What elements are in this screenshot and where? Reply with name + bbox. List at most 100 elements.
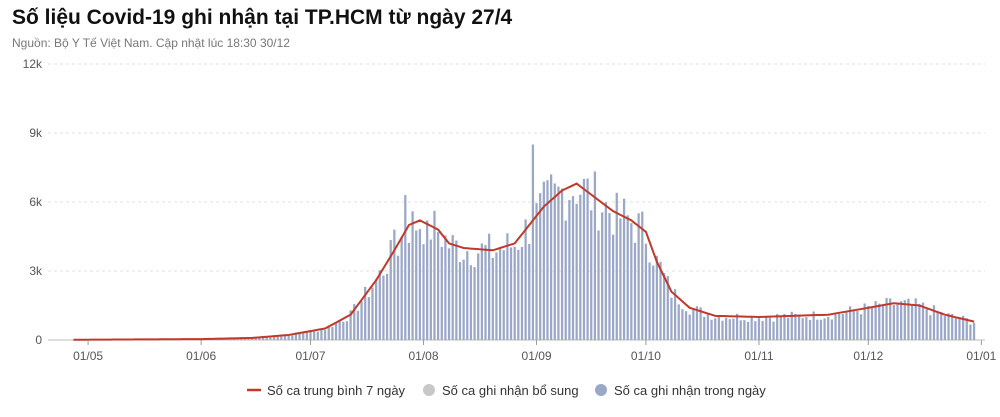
x-tick-label: 01/01 xyxy=(966,349,996,363)
daily-case-bar xyxy=(517,249,520,340)
daily-case-bar xyxy=(265,336,268,340)
x-tick-label: 01/07 xyxy=(295,349,325,363)
legend-label: Số ca trung bình 7 ngày xyxy=(267,383,406,398)
daily-case-bar xyxy=(790,311,793,340)
daily-case-bar xyxy=(673,289,677,340)
daily-case-bar xyxy=(776,314,779,340)
daily-case-bar xyxy=(699,307,702,340)
daily-case-bar xyxy=(921,302,925,340)
daily-case-bar xyxy=(845,311,848,340)
daily-case-bar xyxy=(484,245,487,340)
daily-case-bar xyxy=(582,178,586,340)
daily-case-bar xyxy=(783,313,786,340)
average-line-path xyxy=(73,182,975,341)
daily-case-bar xyxy=(415,230,418,340)
daily-case-bar xyxy=(823,318,826,340)
daily-case-bar xyxy=(863,303,866,340)
daily-case-bar xyxy=(488,233,491,340)
daily-case-bar xyxy=(601,212,604,340)
daily-case-bar xyxy=(338,320,341,340)
daily-case-bar xyxy=(881,306,885,340)
daily-case-bar xyxy=(688,314,691,340)
daily-case-bar xyxy=(929,315,932,340)
y-tick-label: 12k xyxy=(23,57,43,71)
legend: Số ca trung bình 7 ngày Số ca ghi nhận bổ… xyxy=(247,383,766,398)
daily-case-bar xyxy=(251,337,254,340)
daily-case-bar xyxy=(663,273,666,340)
daily-case-bar xyxy=(659,261,662,340)
x-tick-label: 01/05 xyxy=(73,349,103,363)
legend-dot-swatch xyxy=(595,384,607,396)
daily-case-bar xyxy=(728,319,731,340)
daily-case-bar xyxy=(619,218,622,340)
daily-case-bar xyxy=(754,321,757,340)
daily-case-bar xyxy=(579,194,582,340)
daily-case-bar xyxy=(367,297,370,340)
daily-case-bar xyxy=(878,303,881,340)
daily-case-bar xyxy=(812,311,815,340)
daily-case-bar xyxy=(535,203,538,340)
x-tick-label: 01/09 xyxy=(522,349,552,363)
daily-case-bar xyxy=(407,242,411,340)
daily-case-bar xyxy=(655,255,658,340)
daily-case-bar xyxy=(761,320,764,340)
daily-case-bar xyxy=(276,336,279,340)
daily-case-bar xyxy=(553,183,556,340)
daily-case-bar xyxy=(641,211,644,340)
daily-case-bar xyxy=(900,301,903,340)
daily-case-bar xyxy=(542,181,545,340)
daily-case-bar xyxy=(721,320,724,340)
daily-case-bar xyxy=(907,298,910,340)
daily-case-bar xyxy=(422,244,425,340)
daily-case-bar xyxy=(469,265,473,340)
daily-case-bar xyxy=(743,320,746,340)
daily-case-bar xyxy=(404,195,407,340)
daily-case-bar xyxy=(604,202,607,340)
daily-case-bar xyxy=(294,332,298,340)
daily-case-bar xyxy=(611,234,615,340)
daily-case-bar xyxy=(838,313,841,340)
daily-case-bar xyxy=(965,318,968,340)
y-tick-label: 3k xyxy=(29,264,43,278)
daily-case-bar xyxy=(633,242,637,340)
x-tick-label: 01/12 xyxy=(853,349,883,363)
daily-case-bar xyxy=(859,314,863,340)
daily-case-bar xyxy=(480,243,483,340)
daily-case-bar xyxy=(254,337,257,340)
daily-case-bar xyxy=(735,313,739,340)
x-tick-label: 01/10 xyxy=(631,349,661,363)
daily-case-bar xyxy=(841,313,844,340)
daily-case-bar xyxy=(630,223,633,340)
x-tick-label: 01/11 xyxy=(744,349,773,363)
daily-case-bar xyxy=(261,337,265,340)
daily-case-bar xyxy=(462,259,465,340)
daily-case-bar xyxy=(302,332,305,340)
daily-case-bar xyxy=(506,233,509,340)
daily-case-bar xyxy=(393,229,396,340)
daily-case-bar xyxy=(808,319,812,340)
daily-case-bar xyxy=(652,265,655,340)
daily-case-bar xyxy=(801,318,804,340)
daily-case-bar xyxy=(309,330,312,340)
y-axis: 0 3k 6k 9k 12k xyxy=(23,57,43,347)
daily-case-bar xyxy=(327,325,330,340)
daily-case-bar xyxy=(703,316,706,340)
daily-case-bar xyxy=(874,301,877,340)
daily-case-bar xyxy=(896,303,899,340)
daily-case-bar xyxy=(411,211,414,340)
daily-case-bar xyxy=(316,331,319,340)
daily-case-bar xyxy=(947,313,950,340)
daily-case-bar xyxy=(717,316,720,340)
daily-case-bar xyxy=(746,321,750,340)
daily-case-bar xyxy=(870,307,874,340)
daily-case-bar xyxy=(466,251,469,340)
daily-case-bar xyxy=(356,310,360,340)
daily-case-bar xyxy=(732,318,735,340)
daily-case-bar xyxy=(72,339,75,341)
legend-dot-swatch xyxy=(423,384,435,396)
daily-case-bar xyxy=(272,336,276,340)
daily-case-bar xyxy=(961,315,965,340)
daily-case-bar xyxy=(681,309,684,340)
daily-case-bar xyxy=(342,321,345,340)
